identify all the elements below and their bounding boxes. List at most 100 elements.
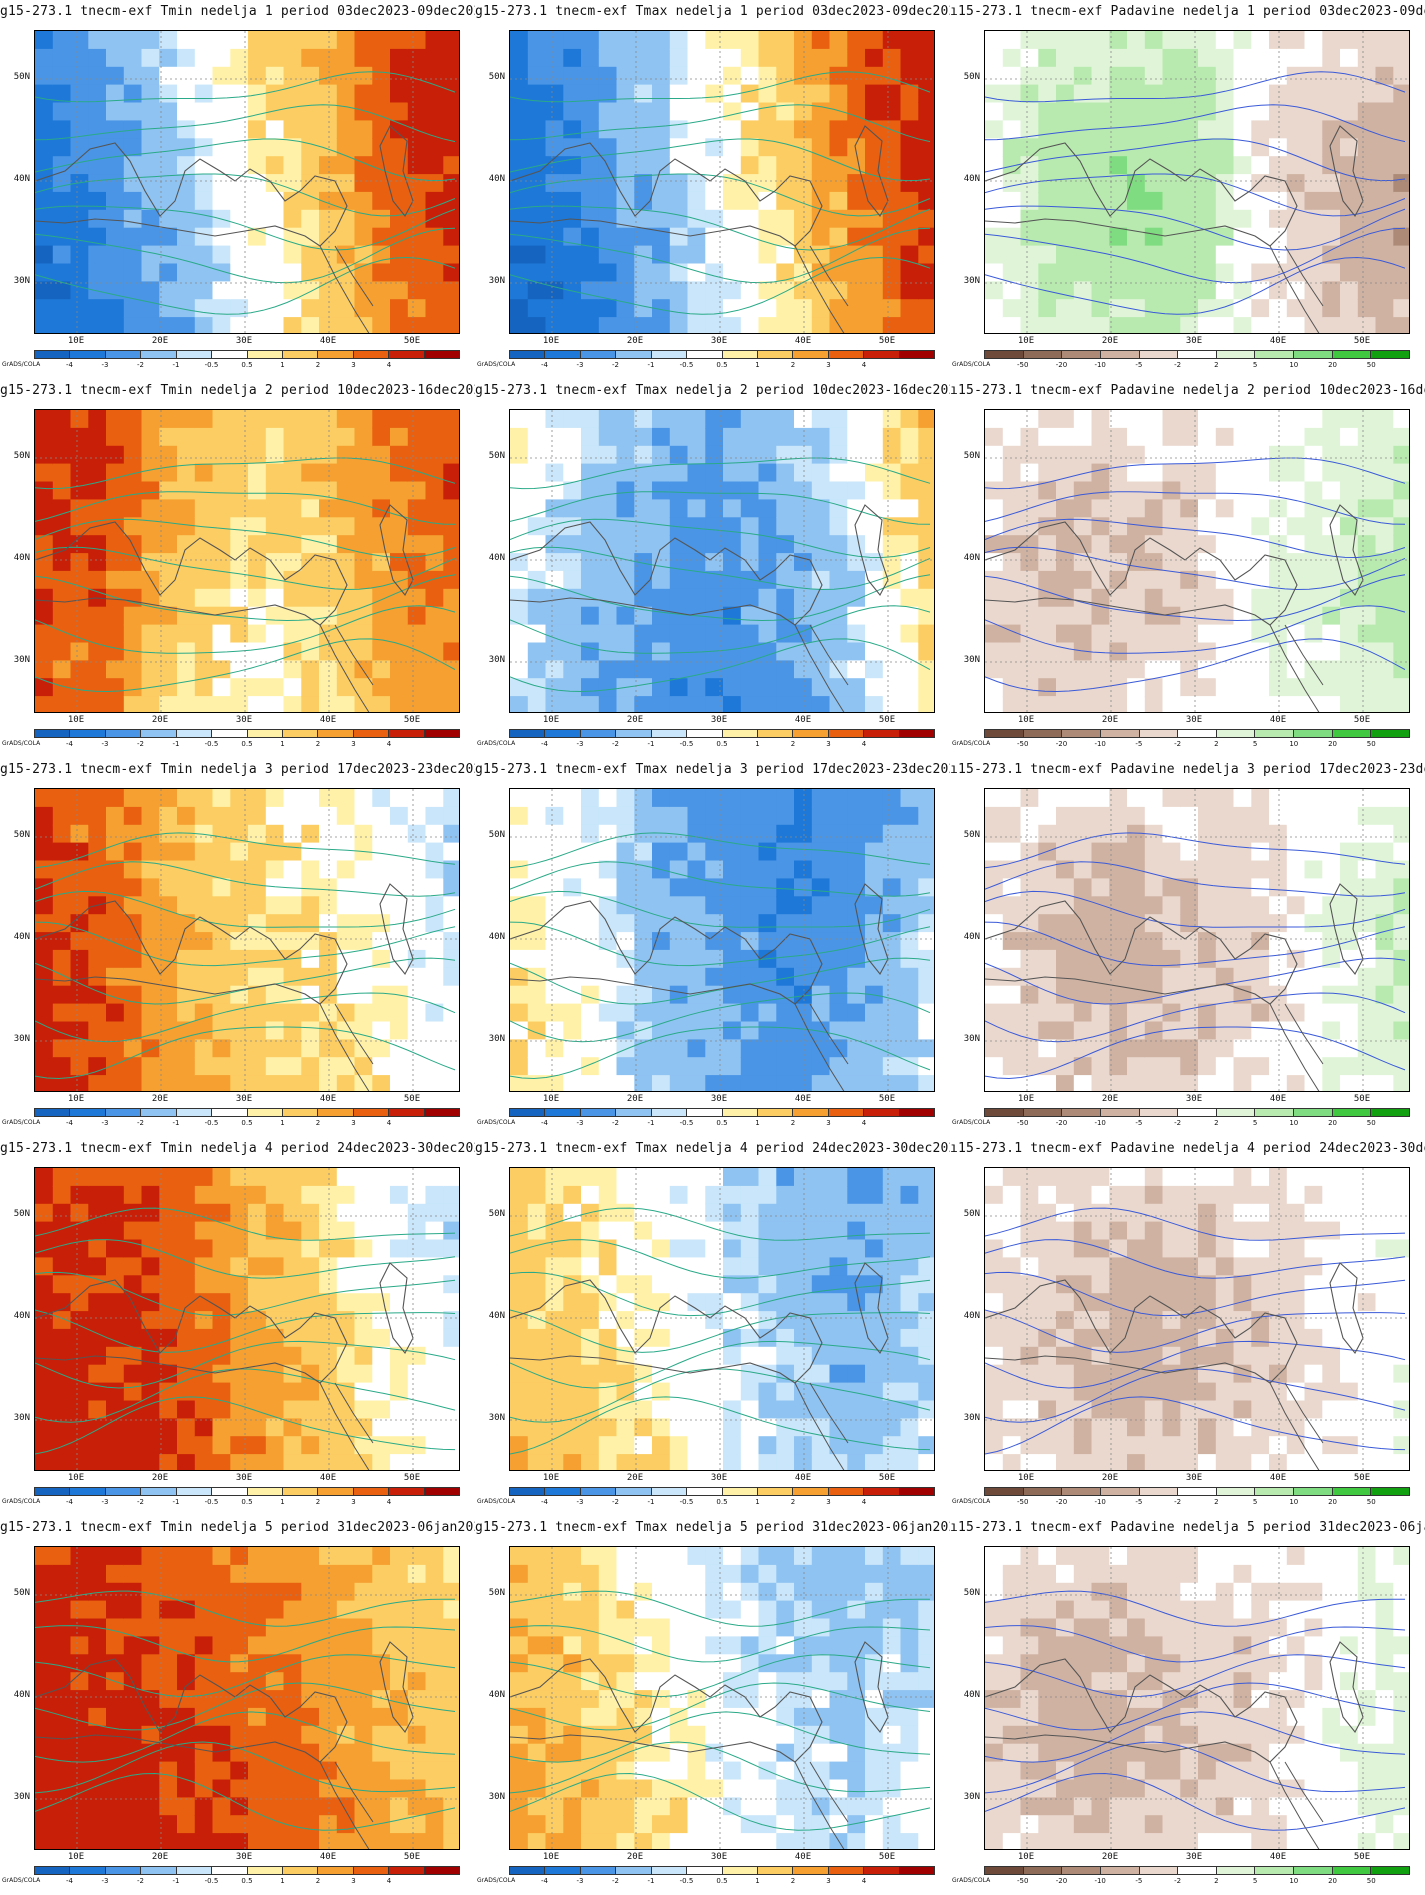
colorbar-tick-label: 0.5 [241, 1119, 253, 1127]
anomaly-cell [106, 842, 125, 862]
anomaly-cell [847, 1418, 866, 1437]
anomaly-cell [1002, 410, 1022, 429]
anomaly-cell [425, 138, 444, 157]
anomaly-cell [1393, 48, 1409, 68]
anomaly-cell [35, 517, 54, 536]
anomaly-cell [70, 427, 89, 447]
anomaly-cell [776, 1364, 795, 1384]
lat-label: 40N [963, 174, 980, 184]
anomaly-cell [1375, 1075, 1394, 1091]
anomaly-cell [545, 1418, 564, 1437]
anomaly-cell [1144, 281, 1164, 300]
anomaly-cell [319, 1003, 338, 1023]
lon-label: 10E [67, 336, 85, 346]
anomaly-cell [847, 227, 866, 247]
anomaly-cell [407, 932, 427, 951]
anomaly-cell [598, 174, 618, 193]
anomaly-cell [1091, 174, 1110, 193]
anomaly-cell [106, 174, 125, 193]
anomaly-cell [794, 949, 813, 969]
anomaly-cell [705, 1311, 724, 1330]
anomaly-cell [1020, 606, 1039, 626]
anomaly-cell [159, 463, 178, 483]
anomaly-cell [581, 281, 600, 300]
lat-label: 40N [13, 1311, 30, 1321]
anomaly-cell [1002, 481, 1022, 500]
anomaly-cell [1020, 878, 1039, 897]
anomaly-cell [1162, 299, 1181, 318]
anomaly-cell [1375, 227, 1394, 247]
anomaly-cell [212, 789, 231, 808]
anomaly-cell [1286, 606, 1306, 626]
anomaly-cell [705, 932, 724, 951]
anomaly-cell [354, 427, 373, 447]
anomaly-cell [847, 932, 866, 951]
anomaly-cell [159, 31, 178, 50]
anomaly-cell [794, 1057, 813, 1076]
anomaly-cell [177, 535, 196, 554]
anomaly-cell [1109, 1021, 1128, 1040]
colorbar-tick-label: -2 [1174, 740, 1182, 748]
anomaly-cell [1038, 317, 1057, 333]
anomaly-cell [652, 1311, 671, 1330]
anomaly-cell [1002, 660, 1022, 679]
anomaly-cell [510, 227, 529, 247]
anomaly-cell [1233, 842, 1252, 862]
anomaly-cell [1233, 410, 1252, 429]
anomaly-cell [847, 191, 866, 211]
lon-label: 30E [710, 715, 728, 725]
anomaly-cell [776, 138, 795, 157]
anomaly-cell [354, 1039, 373, 1058]
anomaly-cell [865, 1185, 884, 1205]
anomaly-cell [123, 48, 143, 68]
anomaly-cell [1304, 932, 1323, 951]
anomaly-cell [88, 1418, 107, 1437]
anomaly-cell [687, 967, 706, 987]
anomaly-cell [740, 860, 760, 879]
anomaly-cell [740, 1382, 760, 1402]
anomaly-cell [248, 31, 267, 50]
anomaly-cell [52, 606, 72, 626]
anomaly-cell [407, 878, 427, 897]
anomaly-cell [177, 445, 196, 465]
anomaly-cell [705, 481, 724, 500]
red-sea-coast [794, 624, 849, 712]
anomaly-cell [1127, 789, 1146, 808]
anomaly-cell [918, 410, 934, 429]
anomaly-cell [794, 299, 813, 318]
colorbar-tick-label: 2 [315, 1498, 321, 1506]
anomaly-cell [1020, 102, 1039, 121]
anomaly-cell [194, 1075, 214, 1091]
anomaly-cell [141, 967, 160, 987]
anomaly-cell [194, 1257, 214, 1276]
anomaly-cell [265, 1057, 285, 1076]
anomaly-cell [510, 967, 529, 987]
anomaly-cell [159, 263, 178, 282]
anomaly-cell [847, 1311, 866, 1330]
anomaly-cell [336, 1057, 356, 1076]
anomaly-cell [1180, 678, 1199, 697]
anomaly-cell [581, 985, 600, 1005]
anomaly-cell [443, 1364, 459, 1384]
panel-title: g15-273.1 tnecm-exf Tmax nedelja 2 perio… [475, 383, 950, 398]
anomaly-cell [212, 878, 231, 897]
anomaly-cell [758, 932, 777, 951]
anomaly-cell [510, 1328, 529, 1348]
anomaly-cell [301, 1168, 320, 1187]
anomaly-cell [283, 66, 302, 86]
anomaly-cell [88, 191, 107, 211]
anomaly-cell [1091, 156, 1110, 175]
anomaly-cell [634, 1075, 653, 1091]
anomaly-cell [1269, 66, 1288, 86]
anomaly-cell [141, 660, 160, 679]
anomaly-cell [829, 606, 848, 626]
anomaly-cell [1233, 31, 1252, 50]
anomaly-cell [212, 427, 231, 447]
anomaly-cell [407, 317, 427, 333]
anomaly-cell [177, 570, 196, 590]
caspian-coast [1329, 125, 1364, 217]
colorbar [34, 350, 460, 359]
anomaly-cell [1144, 660, 1164, 679]
colorbar-tick-label: -3 [101, 740, 109, 748]
anomaly-cell [1020, 138, 1039, 157]
